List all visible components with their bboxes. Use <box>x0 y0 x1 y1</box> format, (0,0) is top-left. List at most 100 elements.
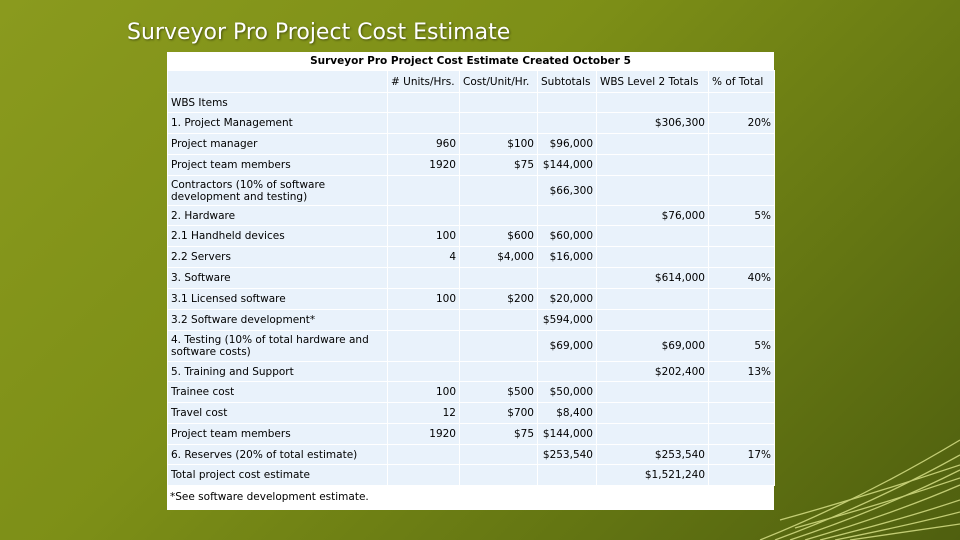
level2-total-cell <box>596 246 709 268</box>
wbs-item-cell: Total project cost estimate <box>167 464 388 486</box>
subtotal-cell <box>537 112 597 134</box>
percent-total-cell <box>708 225 775 247</box>
percent-total-cell <box>708 246 775 268</box>
cost-per-unit-cell <box>459 175 538 206</box>
units-cell: 1920 <box>387 154 460 176</box>
wbs-item-cell: Project manager <box>167 133 388 155</box>
subtotal-cell <box>537 361 597 382</box>
level2-total-cell <box>596 423 709 445</box>
wbs-item-cell: 2. Hardware <box>167 205 388 226</box>
subtotal-cell: $144,000 <box>537 154 597 176</box>
subtotal-cell: $50,000 <box>537 381 597 403</box>
units-cell: 4 <box>387 246 460 268</box>
table-row: Travel cost 12 $700 $8,400 <box>167 402 775 424</box>
wbs-item-cell: Trainee cost <box>167 381 388 403</box>
subtotal-cell: $69,000 <box>537 330 597 362</box>
header-cell: WBS Level 2 Totals <box>596 70 709 93</box>
percent-total-cell <box>708 402 775 424</box>
units-cell <box>387 175 460 206</box>
units-cell: 100 <box>387 225 460 247</box>
cost-per-unit-cell: $600 <box>459 225 538 247</box>
level2-total-cell: $76,000 <box>596 205 709 226</box>
level2-total-cell <box>596 92 709 113</box>
cost-per-unit-cell <box>459 464 538 486</box>
wbs-item-cell: Travel cost <box>167 402 388 424</box>
units-cell <box>387 205 460 226</box>
units-cell <box>387 112 460 134</box>
level2-total-cell: $202,400 <box>596 361 709 382</box>
level2-total-cell: $306,300 <box>596 112 709 134</box>
table-row: 3.2 Software development* $594,000 <box>167 309 775 331</box>
table-row: WBS Items <box>167 92 775 113</box>
table-row: 4. Testing (10% of total hardware and so… <box>167 330 775 362</box>
header-cell: % of Total <box>708 70 775 93</box>
cost-estimate-table-container: Surveyor Pro Project Cost Estimate Creat… <box>167 52 775 510</box>
percent-total-cell <box>708 309 775 331</box>
subtotal-cell: $66,300 <box>537 175 597 206</box>
table-row: 5. Training and Support $202,400 13% <box>167 361 775 382</box>
percent-total-cell <box>708 464 775 486</box>
subtotal-cell: $60,000 <box>537 225 597 247</box>
units-cell: 960 <box>387 133 460 155</box>
level2-total-cell: $1,521,240 <box>596 464 709 486</box>
percent-total-cell: 5% <box>708 205 775 226</box>
cost-per-unit-cell <box>459 361 538 382</box>
cost-per-unit-cell: $75 <box>459 423 538 445</box>
cost-per-unit-cell <box>459 309 538 331</box>
header-cell: Subtotals <box>537 70 597 93</box>
level2-total-cell <box>596 402 709 424</box>
wbs-item-cell: 3.2 Software development* <box>167 309 388 331</box>
wbs-item-cell: Project team members <box>167 423 388 445</box>
cost-per-unit-cell: $700 <box>459 402 538 424</box>
cost-per-unit-cell: $100 <box>459 133 538 155</box>
level2-total-cell <box>596 288 709 310</box>
cost-per-unit-cell: $4,000 <box>459 246 538 268</box>
cost-per-unit-cell: $500 <box>459 381 538 403</box>
wbs-item-cell: WBS Items <box>167 92 388 113</box>
percent-total-cell <box>708 423 775 445</box>
table-row: 2. Hardware $76,000 5% <box>167 205 775 226</box>
subtotal-cell <box>537 267 597 289</box>
header-cell: # Units/Hrs. <box>387 70 460 93</box>
wbs-item-cell: 5. Training and Support <box>167 361 388 382</box>
percent-total-cell <box>708 154 775 176</box>
subtotal-cell <box>537 464 597 486</box>
level2-total-cell <box>596 133 709 155</box>
cost-per-unit-cell: $75 <box>459 154 538 176</box>
level2-total-cell <box>596 154 709 176</box>
level2-total-cell: $253,540 <box>596 444 709 465</box>
subtotal-cell: $8,400 <box>537 402 597 424</box>
units-cell <box>387 92 460 113</box>
units-cell: 1920 <box>387 423 460 445</box>
header-cell: Cost/Unit/Hr. <box>459 70 538 93</box>
wbs-item-cell: 6. Reserves (20% of total estimate) <box>167 444 388 465</box>
units-cell <box>387 330 460 362</box>
wbs-item-cell: 1. Project Management <box>167 112 388 134</box>
units-cell: 100 <box>387 288 460 310</box>
cost-per-unit-cell <box>459 267 538 289</box>
level2-total-cell: $69,000 <box>596 330 709 362</box>
percent-total-cell <box>708 288 775 310</box>
cost-per-unit-cell <box>459 205 538 226</box>
cost-per-unit-cell <box>459 330 538 362</box>
table-row: 3. Software $614,000 40% <box>167 267 775 289</box>
table-row: 6. Reserves (20% of total estimate) $253,… <box>167 444 775 465</box>
units-cell <box>387 267 460 289</box>
table-row: Contractors (10% of software development… <box>167 175 775 206</box>
units-cell <box>387 444 460 465</box>
table-row: Trainee cost 100 $500 $50,000 <box>167 381 775 403</box>
units-cell <box>387 361 460 382</box>
table-row: 2.1 Handheld devices 100 $600 $60,000 <box>167 225 775 247</box>
cost-per-unit-cell: $200 <box>459 288 538 310</box>
wbs-item-cell: 2.2 Servers <box>167 246 388 268</box>
cost-per-unit-cell <box>459 112 538 134</box>
table-row: 2.2 Servers 4 $4,000 $16,000 <box>167 246 775 268</box>
table-row: Project team members 1920 $75 $144,000 <box>167 154 775 176</box>
cost-per-unit-cell <box>459 92 538 113</box>
percent-total-cell: 13% <box>708 361 775 382</box>
table-footnote: *See software development estimate. <box>167 486 774 508</box>
units-cell <box>387 464 460 486</box>
percent-total-cell <box>708 133 775 155</box>
cost-estimate-table: # Units/Hrs. Cost/Unit/Hr. Subtotals WBS… <box>167 70 775 486</box>
